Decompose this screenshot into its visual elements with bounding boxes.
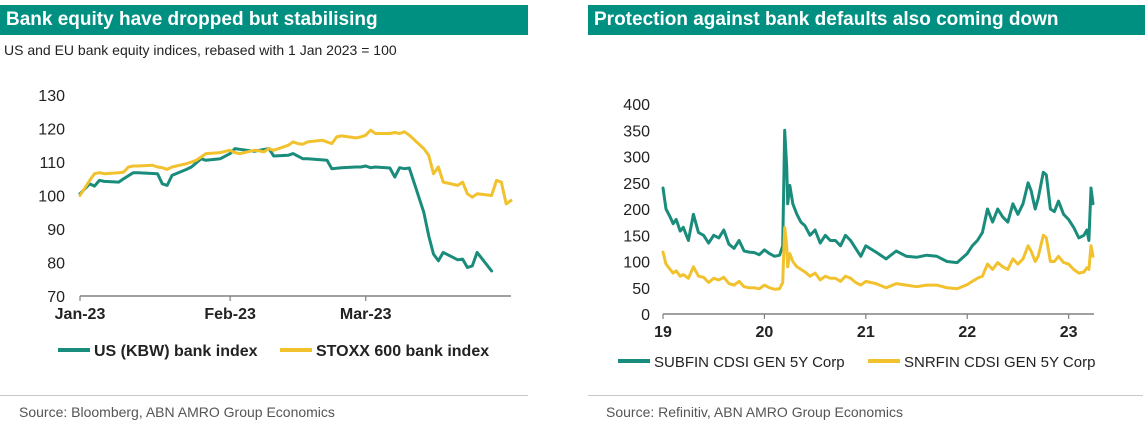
left-y-tick-label: 130 — [38, 88, 65, 105]
right-chart-title: Protection against bank defaults also co… — [588, 5, 1145, 35]
left-x-tick-label: Mar-23 — [340, 306, 392, 323]
left-chart-subtitle: US and EU bank equity indices, rebased w… — [4, 42, 397, 58]
right-y-tick-label: 150 — [623, 228, 650, 245]
left-source-divider — [0, 395, 528, 396]
left-chart-title: Bank equity have dropped but stabilising — [0, 5, 528, 35]
right-chart-panel: Protection against bank defaults also co… — [588, 0, 1147, 427]
right-x-tick-label: 21 — [857, 324, 875, 341]
right-y-tick-label: 350 — [623, 123, 650, 140]
right-source-divider — [588, 395, 1143, 396]
left-y-tick-label: 110 — [39, 155, 65, 172]
left-legend-label-2: STOXX 600 bank index — [316, 343, 489, 360]
right-y-tick-label: 300 — [623, 150, 650, 167]
left-x-tick-label: Feb-23 — [204, 306, 256, 323]
right-y-tick-label: 250 — [623, 176, 650, 193]
right-x-tick-label: 23 — [1060, 324, 1078, 341]
right-series-line-2 — [661, 225, 1095, 291]
left-series-line-2 — [78, 128, 513, 206]
left-y-tick-label: 70 — [47, 289, 65, 306]
left-y-tick-label: 90 — [47, 222, 65, 239]
right-x-tick-label: 19 — [654, 324, 672, 341]
left-y-tick-label: 100 — [38, 189, 65, 206]
left-y-tick-label: 80 — [47, 256, 65, 273]
right-legend-label-1: SUBFIN CDSI GEN 5Y Corp — [654, 354, 845, 371]
left-x-tick-label: Jan-23 — [55, 306, 106, 323]
right-series-line-1 — [661, 128, 1095, 265]
left-chart-panel: Bank equity have dropped but stabilising… — [0, 0, 528, 427]
left-y-tick-label: 120 — [38, 122, 65, 139]
left-chart-source: Source: Bloomberg, ABN AMRO Group Econom… — [19, 404, 335, 420]
left-chart-plot: 70 80 90 100 110 120 130 Jan-23 Feb-23 Mar-23 US (… — [38, 88, 513, 360]
right-y-tick-label: 200 — [623, 202, 650, 219]
left-series-line-1 — [78, 147, 494, 273]
right-y-tick-label: 0 — [641, 307, 650, 324]
right-legend-label-2: SNRFIN CDSI GEN 5Y Corp — [904, 354, 1095, 371]
left-legend-label-1: US (KBW) bank index — [94, 343, 258, 360]
right-chart-source: Source: Refinitiv, ABN AMRO Group Econom… — [606, 404, 903, 420]
right-chart-plot: 0 50 100 150 200 250 300 350 400 19 20 21 22 23 SUBFIN… — [618, 97, 1095, 371]
right-y-tick-label: 100 — [623, 255, 650, 272]
right-y-tick-label: 50 — [632, 281, 650, 298]
right-y-tick-label: 400 — [623, 97, 650, 114]
right-x-tick-label: 20 — [756, 324, 774, 341]
right-x-tick-label: 22 — [958, 324, 976, 341]
